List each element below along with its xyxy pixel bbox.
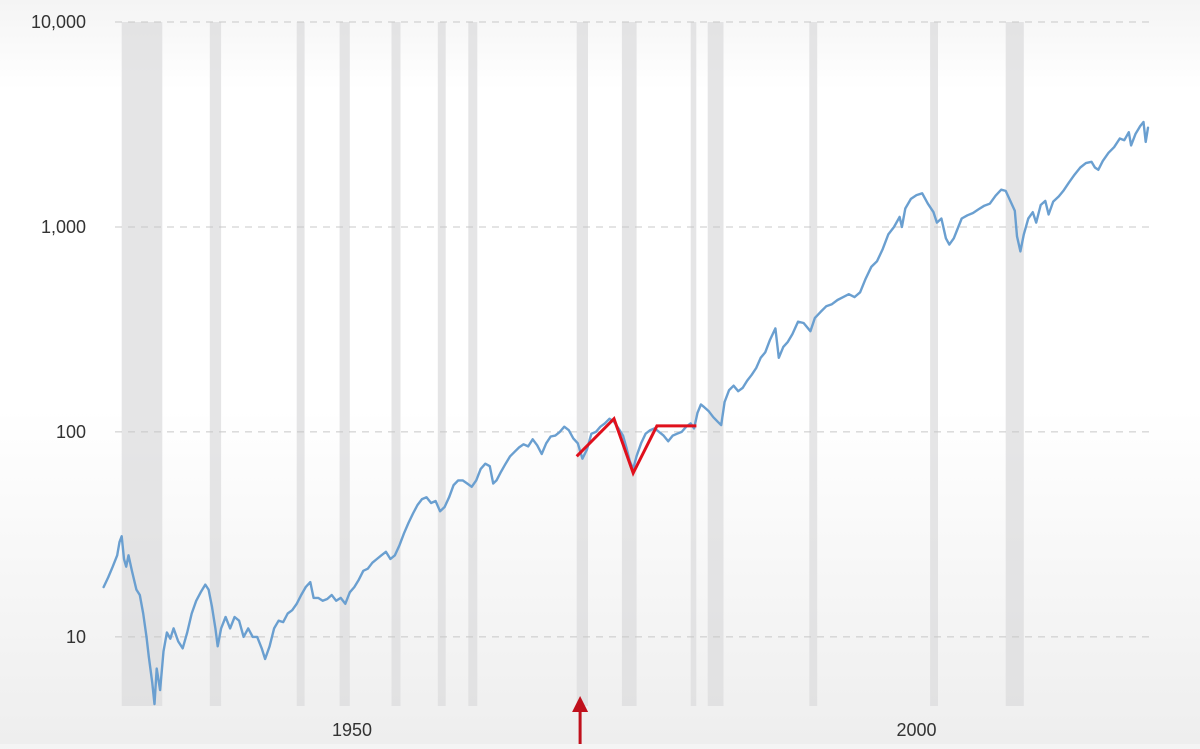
recession-bands: [121, 22, 1024, 706]
x-tick-label: 1950: [332, 720, 372, 740]
recession-band: [1005, 22, 1024, 706]
y-tick-label: 10,000: [31, 12, 86, 32]
recession-band: [339, 22, 350, 706]
recession-band: [690, 22, 697, 706]
annotation-zigzag: [575, 415, 697, 477]
series-group: [102, 120, 1150, 706]
recession-band: [468, 22, 478, 706]
y-tick-label: 10: [66, 627, 86, 647]
recession-band: [621, 22, 637, 706]
recession-band: [296, 22, 305, 706]
recession-band: [209, 22, 222, 706]
recession-band: [930, 22, 938, 706]
recession-band: [437, 22, 446, 706]
series-line: [102, 120, 1150, 706]
x-tick-label: 2000: [896, 720, 936, 740]
y-axis-tick-labels: 10 100 1,000 10,000: [31, 12, 86, 647]
recession-band: [576, 22, 588, 706]
recession-band: [707, 22, 724, 706]
x-axis-tick-labels: 1950 2000: [332, 720, 937, 740]
annotation-group: [572, 415, 697, 744]
recession-band: [391, 22, 401, 706]
y-tick-label: 1,000: [41, 217, 86, 237]
y-tick-label: 100: [56, 422, 86, 442]
recession-band: [121, 22, 163, 706]
gridlines: [115, 21, 1152, 638]
annotation-arrow-head: [572, 696, 589, 712]
recession-band: [809, 22, 818, 706]
